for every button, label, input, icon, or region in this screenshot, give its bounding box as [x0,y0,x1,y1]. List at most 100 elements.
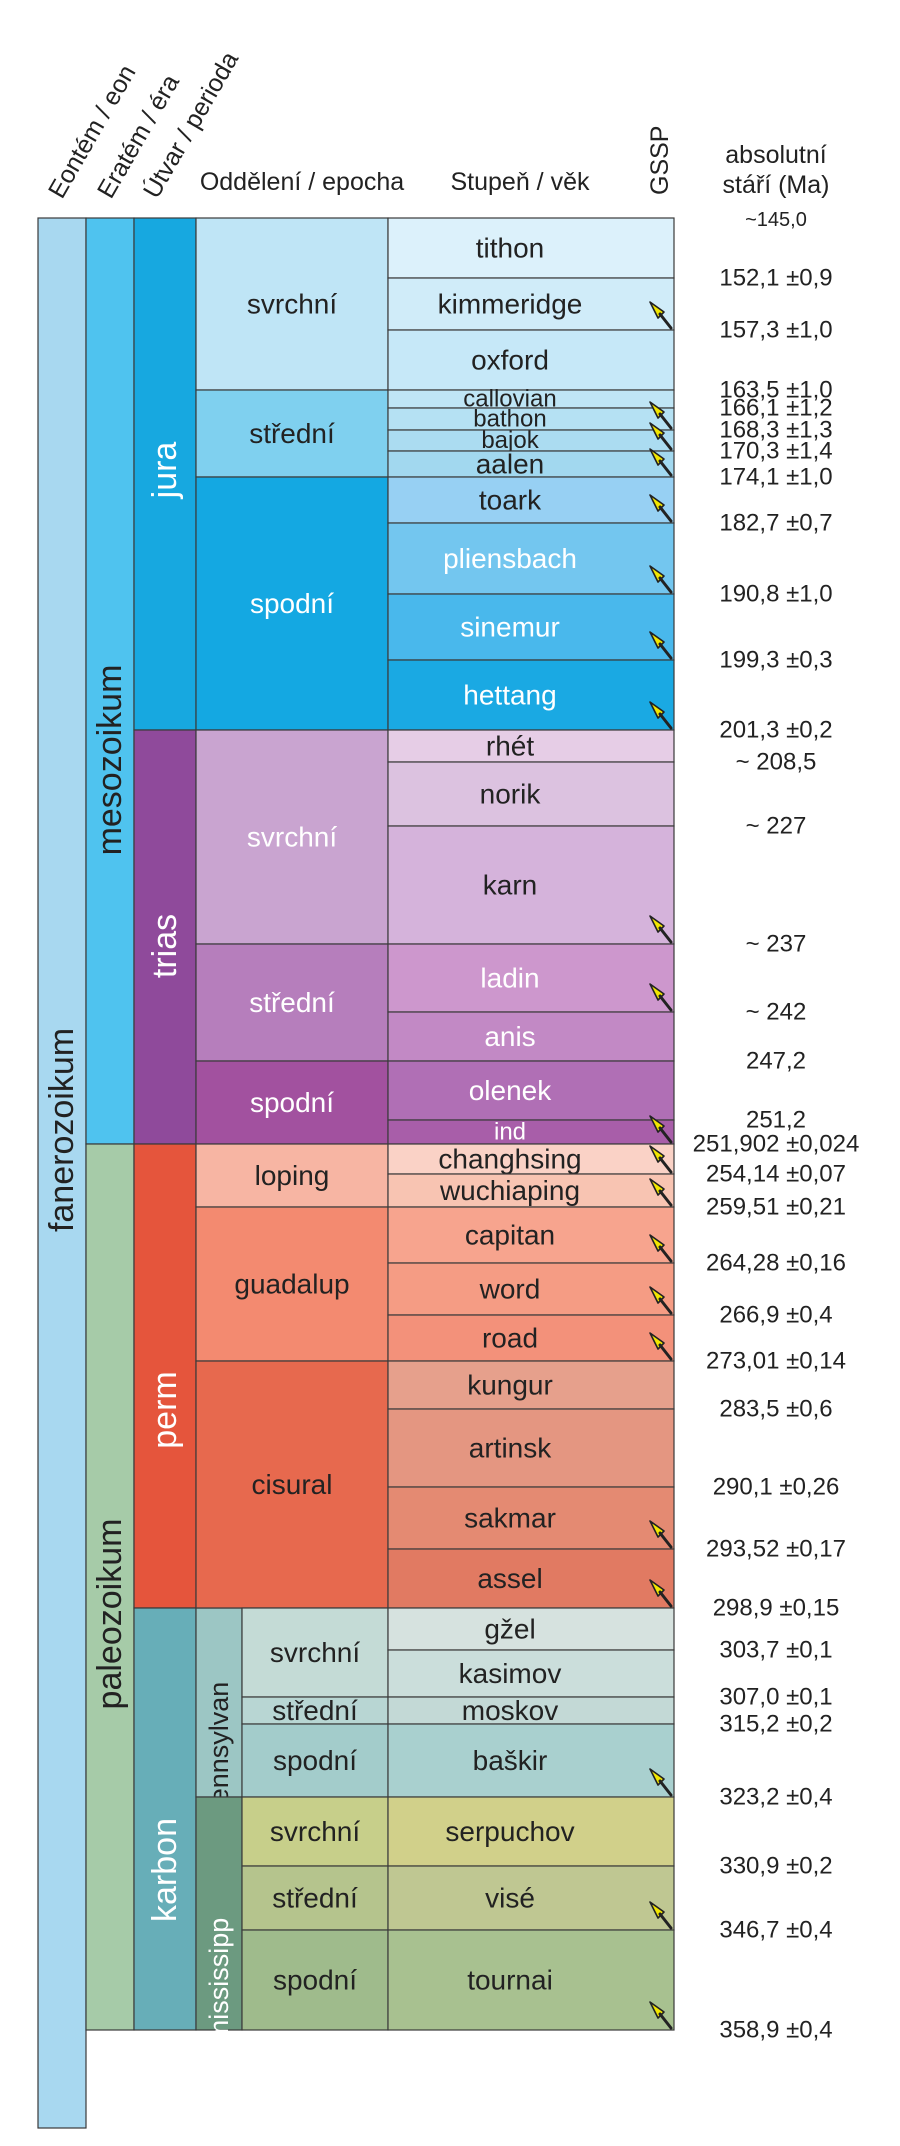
epoch-box [241,1607,389,1698]
stage-label: ladin [480,963,539,994]
stage-box [387,593,675,661]
stage-box [387,1011,675,1062]
stage-label: pliensbach [443,543,577,574]
stage-label: aalen [476,449,545,480]
gssp-spike-icon [649,701,673,730]
age-value: 273,01 ±0,14 [706,1348,846,1375]
epoch-box [195,943,389,1062]
gssp-spike-icon [649,631,673,660]
stage-box [387,1796,675,1867]
gssp-spike-icon [649,983,673,1012]
age-value: 152,1 ±0,9 [719,265,832,292]
stage-box [387,1696,675,1725]
age-value: 290,1 ±0,26 [713,1474,840,1501]
epoch-label: spodní [273,1745,357,1776]
period-box [133,1607,197,2031]
age-value: 358,9 ±0,4 [719,2017,832,2044]
period-label: jura [146,442,184,500]
subperiod-column: pennsylvan mississipp [195,1607,243,2043]
stage-box [387,1649,675,1698]
stage-label: serpuchov [445,1816,574,1847]
stage-box [387,1486,675,1550]
stage-label: rhét [486,731,534,762]
stage-box [387,1929,675,2031]
epoch-box [241,1796,389,1867]
age-value: 264,28 ±0,16 [706,1250,846,1277]
stage-label: capitan [465,1220,555,1251]
epoch-label: spodní [273,1965,357,1996]
era-box [85,1143,135,2031]
stage-label: sinemur [460,612,560,643]
gssp-spike-icon [649,1520,673,1549]
age-value: 254,14 ±0,07 [706,1161,846,1188]
age-value: ~ 227 [746,813,807,840]
gssp-spike-icon [649,1332,673,1361]
gssp-spike-icon [649,1286,673,1315]
epoch-label: loping [255,1160,330,1191]
stage-label: word [479,1274,541,1305]
stage-box [387,1143,675,1175]
header-epoch: Oddělení / epocha [200,168,404,196]
age-value: 251,2 [746,1107,806,1134]
period-label: karbon [146,1818,184,1922]
epoch-label: spodní [250,588,334,619]
age-value: 199,3 ±0,3 [719,647,832,674]
age-value: ~ 237 [746,931,807,958]
stage-box [387,217,675,279]
gssp-spike-icon [649,301,673,330]
age-value: ~ 208,5 [736,749,817,776]
gssp-spike-icon [649,1768,673,1797]
stage-box [387,1173,675,1208]
age-value: 303,7 ±0,1 [719,1637,832,1664]
subperiod-label: pennsylvan [204,1682,234,1819]
subperiod-label: mississipp [204,1918,234,2043]
stage-label: ind [494,1119,526,1146]
epoch-box [195,1206,389,1362]
epoch-box [241,1723,389,1798]
age-value: 315,2 ±0,2 [719,1711,832,1738]
gssp-spike-icon [649,448,673,477]
gssp-spike-icon [649,422,673,451]
period-label: trias [146,914,184,978]
epoch-box [195,476,389,731]
stage-box [387,1723,675,1798]
column-headers: Eontém / eon Eratém / éra Útvar / period… [43,46,830,231]
age-value: 190,8 ±1,0 [719,581,832,608]
stage-label: tithon [476,233,545,264]
age-value: 346,7 ±0,4 [719,1917,832,1944]
period-column: jura trias perm karbon [133,217,197,2031]
age-value: 168,3 ±1,3 [719,417,832,444]
age-top: ~145,0 [745,209,807,231]
stage-label: bathon [473,406,546,433]
age-value: ~ 242 [746,999,807,1026]
stage-label: norik [480,779,542,810]
stage-label: karn [483,870,537,901]
stage-label: changhsing [438,1144,581,1175]
stage-box [387,476,675,524]
stage-label: assel [477,1563,542,1594]
epoch-label: svrchní [270,1816,360,1847]
epoch-box [195,389,389,478]
stage-label: kimmeridge [438,289,583,320]
stage-label: visé [485,1883,535,1914]
age-value: 330,9 ±0,2 [719,1853,832,1880]
stage-column: tithonkimmeridgeoxfordcallovianbathonbaj… [387,217,675,2031]
stage-label: bajok [481,427,539,454]
stage-label: artinsk [469,1433,552,1464]
gssp-spike-icon [649,401,673,430]
epoch-label: spodní [250,1087,334,1118]
header-age-line1: absolutní [725,141,827,169]
gssp-spike-icon [649,494,673,523]
eon-label: fanerozoikum [43,1028,81,1232]
stage-label: moskov [462,1695,558,1726]
header-gssp: GSSP [646,126,674,195]
epoch-box [195,217,389,391]
gssp-spike-icon [649,565,673,594]
epoch-label: cisural [252,1469,333,1500]
gssp-spike-icon [649,1115,673,1144]
stage-box [387,1360,675,1410]
age-value: 163,5 ±1,0 [719,377,832,404]
stage-label: olenek [469,1075,553,1106]
age-value: 298,9 ±0,15 [713,1595,840,1622]
